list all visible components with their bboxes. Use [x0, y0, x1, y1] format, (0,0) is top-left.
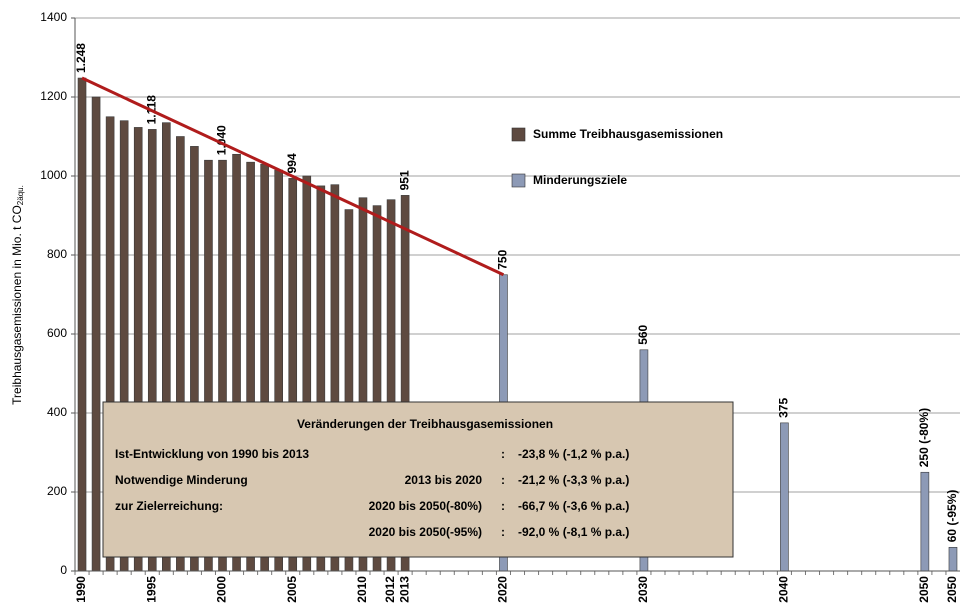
y-tick-label: 1200 [40, 89, 67, 103]
bar [948, 546, 958, 572]
legend-swatch [511, 173, 526, 188]
x-tick-label: 1995 [144, 576, 158, 603]
y-tick-label: 800 [47, 247, 67, 261]
annotation-title: Veränderungen der Treibhausgasemissionen [297, 417, 553, 431]
x-tick-label: 2005 [285, 576, 299, 603]
value-label: 1.248 [74, 43, 88, 73]
x-tick-label: 2020 [496, 576, 510, 603]
x-tick-label: 2013 [397, 576, 411, 603]
annotation-period: 2020 bis 2050(-95%) [369, 525, 482, 539]
annotation-value: -23,8 % (-1,2 % p.a.) [518, 447, 629, 461]
bar [91, 96, 101, 572]
value-label: 951 [397, 170, 411, 190]
y-tick-label: 200 [47, 484, 67, 498]
bar [77, 77, 87, 572]
legend-label: Summe Treibhausgasemissionen [533, 127, 723, 141]
value-label: 375 [777, 398, 791, 418]
x-tick-label: 2030 [636, 576, 650, 603]
y-axis-label: Treibhausgasemissionen in Mio. t CO2äqu. [10, 185, 25, 405]
annotation-label: zur Zielerreichung: [115, 499, 223, 513]
annotation-separator: : [501, 447, 505, 461]
value-label: 994 [285, 153, 299, 173]
value-label: 750 [496, 249, 510, 269]
annotation-value: -66,7 % (-3,6 % p.a.) [518, 499, 629, 513]
annotation-period: 2020 bis 2050(-80%) [369, 499, 482, 513]
x-tick-label: 2040 [777, 576, 791, 603]
value-label: 250 (-80%) [917, 408, 931, 467]
x-tick-label: 1990 [74, 576, 88, 603]
annotation-period: 2013 bis 2020 [405, 473, 483, 487]
annotation-label: Ist-Entwicklung von 1990 bis 2013 [115, 447, 309, 461]
y-tick-label: 600 [47, 326, 67, 340]
annotation-separator: : [501, 525, 505, 539]
y-tick-label: 0 [60, 563, 67, 577]
annotation-separator: : [501, 473, 505, 487]
legend-label: Minderungsziele [533, 173, 627, 187]
annotation-value: -92,0 % (-8,1 % p.a.) [518, 525, 629, 539]
x-tick-label: 2050 [945, 576, 959, 603]
x-tick-label: 2012 [383, 576, 397, 603]
annotation-box [102, 401, 734, 558]
y-tick-label: 1400 [40, 10, 67, 24]
y-tick-label: 1000 [40, 168, 67, 182]
trend-line [81, 76, 505, 277]
x-tick-label: 2050 [917, 576, 931, 603]
legend-swatch [511, 127, 526, 142]
bar [780, 422, 789, 572]
value-label: 560 [636, 324, 650, 344]
y-tick-label: 400 [47, 405, 67, 419]
x-tick-label: 2000 [215, 576, 229, 603]
annotation-separator: : [501, 499, 505, 513]
x-tick-label: 2010 [355, 576, 369, 603]
value-label: 1.040 [215, 125, 229, 155]
y-axis-label-main: Treibhausgasemissionen in Mio. t CO [10, 205, 24, 405]
annotation-label: Notwendige Minderung [115, 473, 248, 487]
value-label: 60 (-95%) [945, 490, 959, 543]
y-axis-label-sub: 2äqu. [16, 185, 25, 205]
bar [920, 471, 930, 572]
annotation-value: -21,2 % (-3,3 % p.a.) [518, 473, 629, 487]
